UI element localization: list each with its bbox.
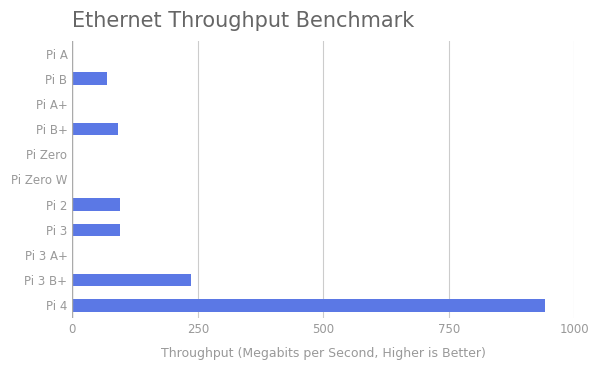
Bar [73, 299, 545, 312]
Bar [73, 198, 120, 211]
Text: Ethernet Throughput Benchmark: Ethernet Throughput Benchmark [73, 11, 415, 31]
X-axis label: Throughput (Megabits per Second, Higher is Better): Throughput (Megabits per Second, Higher … [161, 347, 485, 360]
Bar [73, 274, 191, 286]
Bar [73, 223, 120, 236]
Bar [73, 72, 107, 85]
Bar [73, 123, 118, 135]
